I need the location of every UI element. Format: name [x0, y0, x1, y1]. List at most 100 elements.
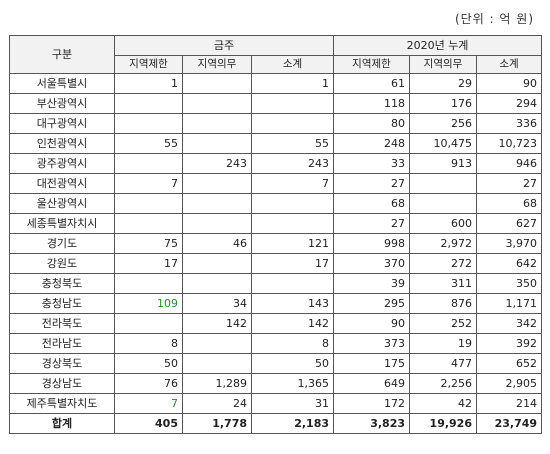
value-cell: 90 — [333, 313, 410, 334]
value-cell — [251, 213, 334, 234]
region-cell: 충청남도 — [9, 293, 115, 314]
header-group-this-week: 금주 — [114, 35, 334, 56]
value-cell: 42 — [409, 393, 477, 414]
value-cell — [114, 113, 183, 134]
value-cell: 373 — [333, 333, 410, 354]
value-cell: 50 — [251, 353, 334, 374]
region-cell: 대전광역시 — [9, 173, 115, 194]
region-cell: 세종특별자치시 — [9, 213, 115, 234]
value-cell: 50 — [114, 353, 183, 374]
value-cell — [182, 253, 252, 274]
value-cell: 17 — [114, 253, 183, 274]
value-cell: 19,926 — [409, 413, 477, 434]
value-cell: 1,289 — [182, 373, 252, 394]
region-cell: 광주광역시 — [9, 153, 115, 174]
region-cell: 울산광역시 — [9, 193, 115, 214]
header-sub-mandatory: 지역의무 — [182, 55, 252, 74]
value-cell: 295 — [333, 293, 410, 314]
region-cell: 대구광역시 — [9, 113, 115, 134]
value-cell: 27 — [333, 213, 410, 234]
value-cell: 109 — [114, 293, 183, 314]
value-cell: 10,723 — [475, 133, 543, 154]
value-cell: 1 — [251, 73, 334, 94]
value-cell: 68 — [333, 193, 410, 214]
value-cell: 1,778 — [182, 413, 252, 434]
value-cell: 23,749 — [475, 413, 543, 434]
header-sub-restricted: 지역제한 — [333, 55, 410, 74]
table-row: 전라남도 8 8 373 19 392 — [9, 333, 543, 354]
value-cell — [114, 153, 183, 174]
value-cell: 61 — [333, 73, 410, 94]
value-cell: 2,183 — [251, 413, 334, 434]
value-cell — [114, 213, 183, 234]
value-cell: 172 — [333, 393, 410, 414]
table-row: 전라북도 142 142 90 252 342 — [9, 313, 543, 334]
value-cell: 1 — [114, 73, 183, 94]
value-cell: 29 — [409, 73, 477, 94]
value-cell: 176 — [409, 93, 477, 114]
region-cell: 경기도 — [9, 233, 115, 254]
value-cell: 2,905 — [475, 373, 543, 394]
table-row: 광주광역시 243 243 33 913 946 — [9, 153, 543, 174]
value-cell: 175 — [333, 353, 410, 374]
value-cell: 1,171 — [475, 293, 543, 314]
value-cell: 252 — [409, 313, 477, 334]
value-cell: 311 — [409, 273, 477, 294]
value-cell: 600 — [409, 213, 477, 234]
header-sub-mandatory: 지역의무 — [409, 55, 477, 74]
value-cell — [182, 93, 252, 114]
value-cell: 477 — [409, 353, 477, 374]
value-cell — [251, 93, 334, 114]
value-cell: 272 — [409, 253, 477, 274]
value-cell — [182, 113, 252, 134]
value-cell: 214 — [475, 393, 543, 414]
table-row: 세종특별자치시 27 600 627 — [9, 213, 543, 234]
value-cell: 2,972 — [409, 233, 477, 254]
unit-note: (단위 : 억 원) — [454, 12, 534, 26]
region-cell: 경상북도 — [9, 353, 115, 374]
value-cell: 39 — [333, 273, 410, 294]
value-cell: 294 — [475, 93, 543, 114]
value-cell — [182, 353, 252, 374]
value-cell: 24 — [182, 393, 252, 414]
region-cell: 합계 — [9, 413, 115, 434]
region-cell: 부산광역시 — [9, 93, 115, 114]
value-cell: 256 — [409, 113, 477, 134]
header-sub-subtotal: 소계 — [251, 55, 334, 74]
value-cell: 649 — [333, 373, 410, 394]
value-cell: 248 — [333, 133, 410, 154]
region-cell: 경상남도 — [9, 373, 115, 394]
value-cell: 7 — [251, 173, 334, 194]
value-cell — [182, 193, 252, 214]
region-cell: 충청북도 — [9, 273, 115, 294]
value-cell: 10,475 — [409, 133, 477, 154]
region-cell: 전라남도 — [9, 333, 115, 354]
value-cell: 642 — [475, 253, 543, 274]
table-row: 경기도 75 46 121 998 2,972 3,970 — [9, 233, 543, 254]
value-cell: 7 — [114, 393, 183, 414]
value-cell — [409, 193, 477, 214]
value-cell: 121 — [251, 233, 334, 254]
value-cell: 1,365 — [251, 373, 334, 394]
value-cell: 3,823 — [333, 413, 410, 434]
statistics-table: 구분 금주 2020년 누계 지역제한 지역의무 소계 지역제한 지역의무 소계… — [9, 35, 543, 434]
value-cell — [114, 273, 183, 294]
table-row: 인천광역시 55 55 248 10,475 10,723 — [9, 133, 543, 154]
table-row: 경상북도 50 50 175 477 652 — [9, 353, 543, 374]
value-cell — [182, 213, 252, 234]
region-cell: 인천광역시 — [9, 133, 115, 154]
region-cell: 전라북도 — [9, 313, 115, 334]
table-row: 서울특별시 1 1 61 29 90 — [9, 73, 543, 94]
value-cell: 405 — [114, 413, 183, 434]
value-cell: 68 — [475, 193, 543, 214]
table-row: 제주특별자치도 7 24 31 172 42 214 — [9, 393, 543, 414]
value-cell: 913 — [409, 153, 477, 174]
table-row: 울산광역시 68 68 — [9, 193, 543, 214]
table-body: 서울특별시 1 1 61 29 90 부산광역시 118 176 294 대구광역시 80 256 336… — [9, 73, 543, 434]
value-cell: 143 — [251, 293, 334, 314]
region-cell: 서울특별시 — [9, 73, 115, 94]
value-cell — [182, 133, 252, 154]
value-cell — [182, 333, 252, 354]
value-cell — [114, 193, 183, 214]
value-cell — [114, 313, 183, 334]
